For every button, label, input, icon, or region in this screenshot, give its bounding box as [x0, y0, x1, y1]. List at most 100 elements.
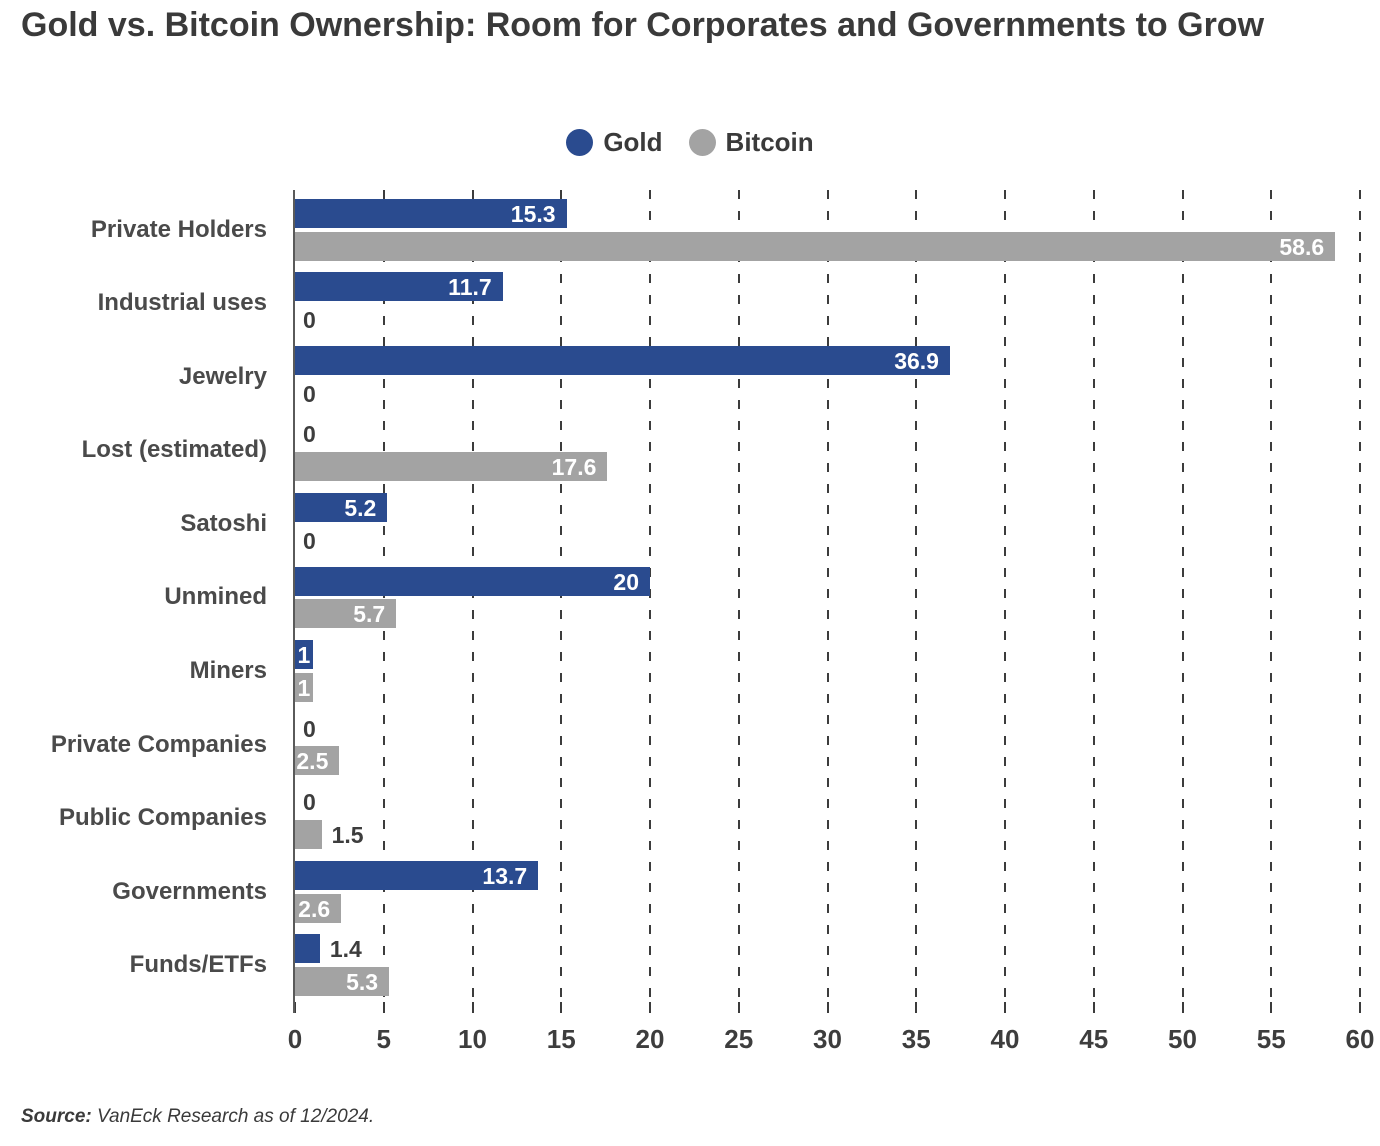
- x-tick-label-55: 55: [1256, 1024, 1286, 1054]
- value-label-bitcoin-8: 1.5: [331, 821, 364, 848]
- value-label-gold-3: 0: [303, 421, 316, 448]
- category-label-7: Private Companies: [50, 730, 267, 758]
- x-tick-label-40: 40: [990, 1024, 1020, 1054]
- value-label-bitcoin-3: 17.6: [551, 454, 597, 481]
- bar-gold-6: [295, 640, 313, 670]
- category-label-3: Lost (estimated): [81, 436, 267, 464]
- bar-gold-5: [295, 566, 650, 596]
- bitcoin-swatch-icon: [688, 129, 716, 156]
- legend: Gold Bitcoin: [0, 127, 1380, 158]
- legend-label-bitcoin: Bitcoin: [725, 127, 814, 157]
- category-label-5: Unmined: [164, 583, 267, 611]
- gold-swatch-icon: [566, 129, 594, 156]
- category-label-10: Funds/ETFs: [129, 951, 267, 979]
- x-tick-label-35: 35: [901, 1024, 931, 1054]
- value-label-bitcoin-0: 58.6: [1279, 233, 1325, 260]
- category-label-8: Public Companies: [58, 804, 267, 832]
- value-label-bitcoin-10: 5.3: [346, 969, 379, 996]
- source-text: VanEck Research as of 12/2024.: [91, 1106, 375, 1127]
- bar-bitcoin-10: [295, 967, 390, 997]
- category-label-1: Industrial uses: [97, 289, 267, 317]
- x-tick-label-45: 45: [1079, 1024, 1109, 1054]
- value-label-bitcoin-4: 0: [303, 527, 316, 554]
- gridline-5: [382, 190, 385, 1002]
- y-axis-line: [293, 190, 295, 1013]
- category-label-4: Satoshi: [180, 509, 267, 537]
- value-label-gold-9: 13.7: [482, 862, 528, 889]
- value-label-bitcoin-9: 2.6: [298, 895, 331, 922]
- legend-label-gold: Gold: [603, 127, 663, 157]
- value-label-gold-6: 1: [297, 642, 311, 669]
- bar-bitcoin-0: [295, 231, 1336, 261]
- x-tick-label-10: 10: [458, 1024, 487, 1054]
- value-label-bitcoin-7: 2.5: [296, 748, 329, 775]
- value-label-gold-7: 0: [303, 715, 316, 742]
- x-axis-tick-50: [1181, 1002, 1184, 1013]
- bar-gold-1: [295, 272, 503, 302]
- value-label-bitcoin-1: 0: [303, 307, 316, 334]
- gridline-45: [1092, 190, 1095, 1002]
- chart-title: Gold vs. Bitcoin Ownership: Room for Cor…: [21, 6, 1265, 44]
- bar-bitcoin-8: [295, 819, 322, 849]
- x-tick-label-60: 60: [1345, 1024, 1375, 1054]
- legend-item-bitcoin: Bitcoin: [688, 127, 814, 158]
- value-label-gold-2: 36.9: [894, 347, 939, 374]
- bar-gold-4: [295, 492, 388, 522]
- bar-bitcoin-5: [295, 599, 397, 629]
- x-tick-label-15: 15: [546, 1024, 576, 1054]
- x-axis-tick-35: [915, 1002, 918, 1013]
- bar-bitcoin-7: [295, 746, 340, 776]
- legend-item-gold: Gold: [566, 127, 663, 158]
- x-tick-label-5: 5: [376, 1024, 391, 1054]
- x-tick-label-25: 25: [724, 1024, 754, 1054]
- bar-gold-10: [295, 934, 320, 964]
- gridline-10: [471, 190, 474, 1002]
- bar-gold-0: [295, 198, 567, 228]
- value-label-bitcoin-2: 0: [303, 380, 316, 407]
- value-label-gold-4: 5.2: [344, 494, 377, 521]
- gridline-25: [737, 190, 740, 1002]
- x-tick-label-30: 30: [813, 1024, 842, 1054]
- value-label-bitcoin-5: 5.7: [353, 601, 386, 628]
- bar-bitcoin-3: [295, 452, 608, 482]
- bar-bitcoin-9: [295, 893, 342, 923]
- x-tick-label-0: 0: [287, 1024, 303, 1054]
- value-label-gold-5: 20: [613, 568, 639, 595]
- x-axis-tick-40: [1004, 1002, 1006, 1013]
- x-axis-tick-25: [737, 1002, 740, 1013]
- x-tick-label-20: 20: [635, 1024, 665, 1054]
- value-label-gold-8: 0: [303, 789, 316, 816]
- gridline-15: [560, 190, 563, 1002]
- gridline-50: [1181, 190, 1184, 1002]
- x-axis-tick-60: [1359, 1002, 1361, 1013]
- gridline-20: [649, 190, 651, 1002]
- x-axis-tick-20: [649, 1002, 651, 1013]
- bar-gold-9: [295, 860, 539, 890]
- value-label-gold-10: 1.4: [329, 936, 362, 963]
- category-label-0: Private Holders: [90, 215, 267, 243]
- source-line: Source: VanEck Research as of 12/2024.: [21, 1106, 374, 1128]
- gridline-30: [826, 190, 829, 1002]
- x-axis-tick-55: [1270, 1002, 1273, 1013]
- value-label-gold-1: 11.7: [448, 274, 492, 301]
- x-axis-tick-45: [1092, 1002, 1095, 1013]
- x-axis-tick-10: [471, 1002, 474, 1013]
- x-axis-tick-0: [294, 1002, 296, 1013]
- bar-bitcoin-6: [295, 672, 313, 702]
- x-axis-tick-30: [826, 1002, 829, 1013]
- value-label-gold-0: 15.3: [510, 200, 556, 227]
- x-axis-tick-15: [560, 1002, 563, 1013]
- source-label: Source:: [21, 1106, 92, 1127]
- x-axis-tick-5: [382, 1002, 385, 1013]
- gridline-60: [1359, 190, 1361, 1002]
- gridline-55: [1270, 190, 1273, 1002]
- x-tick-label-50: 50: [1168, 1024, 1197, 1054]
- category-label-2: Jewelry: [178, 362, 267, 390]
- category-label-9: Governments: [112, 877, 267, 905]
- gridline-40: [1004, 190, 1006, 1002]
- value-label-bitcoin-6: 1: [297, 674, 311, 701]
- bar-gold-2: [295, 345, 950, 375]
- category-label-6: Miners: [189, 657, 267, 685]
